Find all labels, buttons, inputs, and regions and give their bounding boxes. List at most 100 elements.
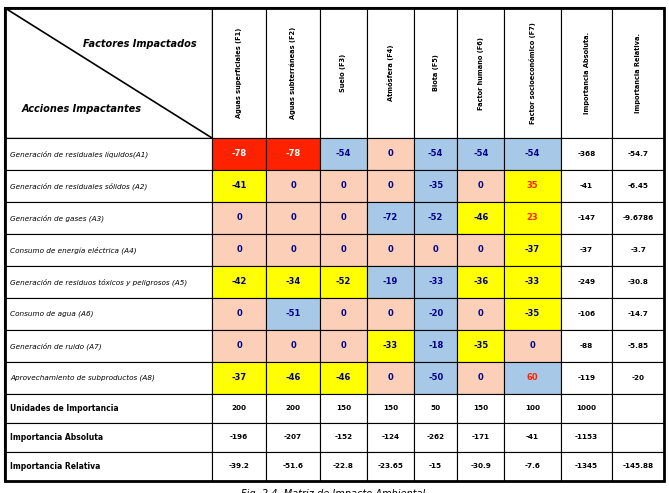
FancyBboxPatch shape <box>212 394 266 423</box>
Text: -42: -42 <box>231 278 247 286</box>
Text: -78: -78 <box>231 149 247 158</box>
FancyBboxPatch shape <box>320 170 367 202</box>
FancyBboxPatch shape <box>266 234 320 266</box>
Text: Biota (F5): Biota (F5) <box>433 55 439 91</box>
Text: 0: 0 <box>387 181 393 190</box>
Text: -37: -37 <box>231 373 247 382</box>
Text: -3.7: -3.7 <box>630 247 646 253</box>
FancyBboxPatch shape <box>266 8 320 138</box>
FancyBboxPatch shape <box>414 362 458 394</box>
Text: -1345: -1345 <box>575 463 598 469</box>
FancyBboxPatch shape <box>367 202 414 234</box>
FancyBboxPatch shape <box>561 138 612 170</box>
FancyBboxPatch shape <box>561 234 612 266</box>
FancyBboxPatch shape <box>5 298 212 330</box>
FancyBboxPatch shape <box>458 8 504 138</box>
Text: -35: -35 <box>473 341 488 351</box>
Text: -54: -54 <box>524 149 540 158</box>
Text: -50: -50 <box>428 373 444 382</box>
Text: 150: 150 <box>383 405 398 411</box>
Text: -249: -249 <box>577 279 595 285</box>
FancyBboxPatch shape <box>367 138 414 170</box>
Text: -46: -46 <box>473 213 488 222</box>
FancyBboxPatch shape <box>561 362 612 394</box>
FancyBboxPatch shape <box>212 362 266 394</box>
FancyBboxPatch shape <box>458 394 504 423</box>
Text: -106: -106 <box>577 311 595 317</box>
FancyBboxPatch shape <box>612 423 664 452</box>
FancyBboxPatch shape <box>367 266 414 298</box>
FancyBboxPatch shape <box>458 138 504 170</box>
Text: -30.9: -30.9 <box>470 463 491 469</box>
Text: 0: 0 <box>341 213 347 222</box>
FancyBboxPatch shape <box>266 452 320 481</box>
Text: -36: -36 <box>473 278 488 286</box>
Text: Importancia Relativa.: Importancia Relativa. <box>635 33 641 113</box>
Text: -33: -33 <box>383 341 398 351</box>
FancyBboxPatch shape <box>414 266 458 298</box>
FancyBboxPatch shape <box>561 8 612 138</box>
Text: Acciones Impactantes: Acciones Impactantes <box>21 105 142 114</box>
FancyBboxPatch shape <box>212 202 266 234</box>
Text: -35: -35 <box>428 181 444 190</box>
Text: -147: -147 <box>577 215 595 221</box>
Text: -18: -18 <box>428 341 444 351</box>
FancyBboxPatch shape <box>458 202 504 234</box>
FancyBboxPatch shape <box>266 138 320 170</box>
FancyBboxPatch shape <box>561 266 612 298</box>
FancyBboxPatch shape <box>5 202 212 234</box>
Text: -6.45: -6.45 <box>628 183 649 189</box>
Text: Suelo (F3): Suelo (F3) <box>341 54 347 92</box>
Text: 0: 0 <box>478 246 484 254</box>
FancyBboxPatch shape <box>504 362 561 394</box>
FancyBboxPatch shape <box>212 138 266 170</box>
Text: 200: 200 <box>286 405 300 411</box>
FancyBboxPatch shape <box>5 8 212 138</box>
FancyBboxPatch shape <box>266 266 320 298</box>
FancyBboxPatch shape <box>320 266 367 298</box>
FancyBboxPatch shape <box>504 170 561 202</box>
Text: Unidades de Importancia: Unidades de Importancia <box>10 404 118 413</box>
Text: 100: 100 <box>525 405 540 411</box>
Text: -37: -37 <box>580 247 593 253</box>
Text: 0: 0 <box>236 310 242 318</box>
FancyBboxPatch shape <box>458 234 504 266</box>
Text: Factores Impactados: Factores Impactados <box>83 39 197 49</box>
FancyBboxPatch shape <box>504 138 561 170</box>
FancyBboxPatch shape <box>458 266 504 298</box>
Text: -14.7: -14.7 <box>628 311 648 317</box>
Text: -1153: -1153 <box>575 434 598 440</box>
FancyBboxPatch shape <box>212 234 266 266</box>
Text: -23.65: -23.65 <box>377 463 403 469</box>
Text: -41: -41 <box>231 181 247 190</box>
Text: -20: -20 <box>632 375 645 381</box>
FancyBboxPatch shape <box>266 330 320 362</box>
Text: 0: 0 <box>387 373 393 382</box>
Text: -39.2: -39.2 <box>229 463 250 469</box>
Text: 200: 200 <box>231 405 246 411</box>
Text: 0: 0 <box>530 341 535 351</box>
Text: -368: -368 <box>577 151 595 157</box>
FancyBboxPatch shape <box>5 234 212 266</box>
FancyBboxPatch shape <box>5 266 212 298</box>
FancyBboxPatch shape <box>367 170 414 202</box>
FancyBboxPatch shape <box>612 330 664 362</box>
FancyBboxPatch shape <box>320 298 367 330</box>
FancyBboxPatch shape <box>504 298 561 330</box>
Text: -5.85: -5.85 <box>628 343 649 349</box>
Text: Generación de ruido (A7): Generación de ruido (A7) <box>10 342 102 350</box>
Text: Consumo de agua (A6): Consumo de agua (A6) <box>10 311 94 317</box>
Text: Fig. 2.4. Matriz de Impacto Ambiental.: Fig. 2.4. Matriz de Impacto Ambiental. <box>241 489 428 493</box>
FancyBboxPatch shape <box>458 298 504 330</box>
Text: -119: -119 <box>577 375 595 381</box>
Text: -124: -124 <box>381 434 399 440</box>
Text: 0: 0 <box>290 246 296 254</box>
FancyBboxPatch shape <box>458 170 504 202</box>
FancyBboxPatch shape <box>458 423 504 452</box>
FancyBboxPatch shape <box>266 394 320 423</box>
Text: -37: -37 <box>525 246 540 254</box>
Text: 0: 0 <box>387 246 393 254</box>
Text: 0: 0 <box>341 181 347 190</box>
Text: -41: -41 <box>580 183 593 189</box>
Text: 0: 0 <box>236 341 242 351</box>
